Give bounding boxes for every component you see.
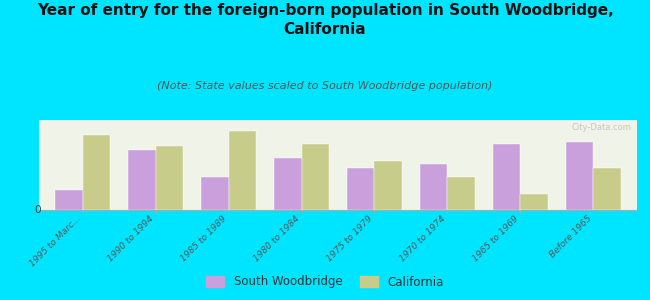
Bar [229,131,256,210]
Bar [156,146,183,210]
Bar [83,135,110,210]
Bar [128,150,156,210]
Bar [201,177,229,210]
Text: City-Data.com: City-Data.com [571,123,631,132]
Bar [566,142,593,210]
Bar [302,144,330,210]
Bar [374,160,402,210]
Bar [493,144,520,210]
Text: 0: 0 [34,205,40,215]
Bar [346,168,374,210]
Bar [420,164,447,210]
Bar [274,158,302,210]
Text: Year of entry for the foreign-born population in South Woodbridge,
California: Year of entry for the foreign-born popul… [36,3,614,37]
Bar [447,177,475,210]
Legend: South Woodbridge, California: South Woodbridge, California [202,271,448,293]
Bar [520,194,548,210]
Bar [593,168,621,210]
Text: (Note: State values scaled to South Woodbridge population): (Note: State values scaled to South Wood… [157,81,493,91]
Bar [55,190,83,210]
